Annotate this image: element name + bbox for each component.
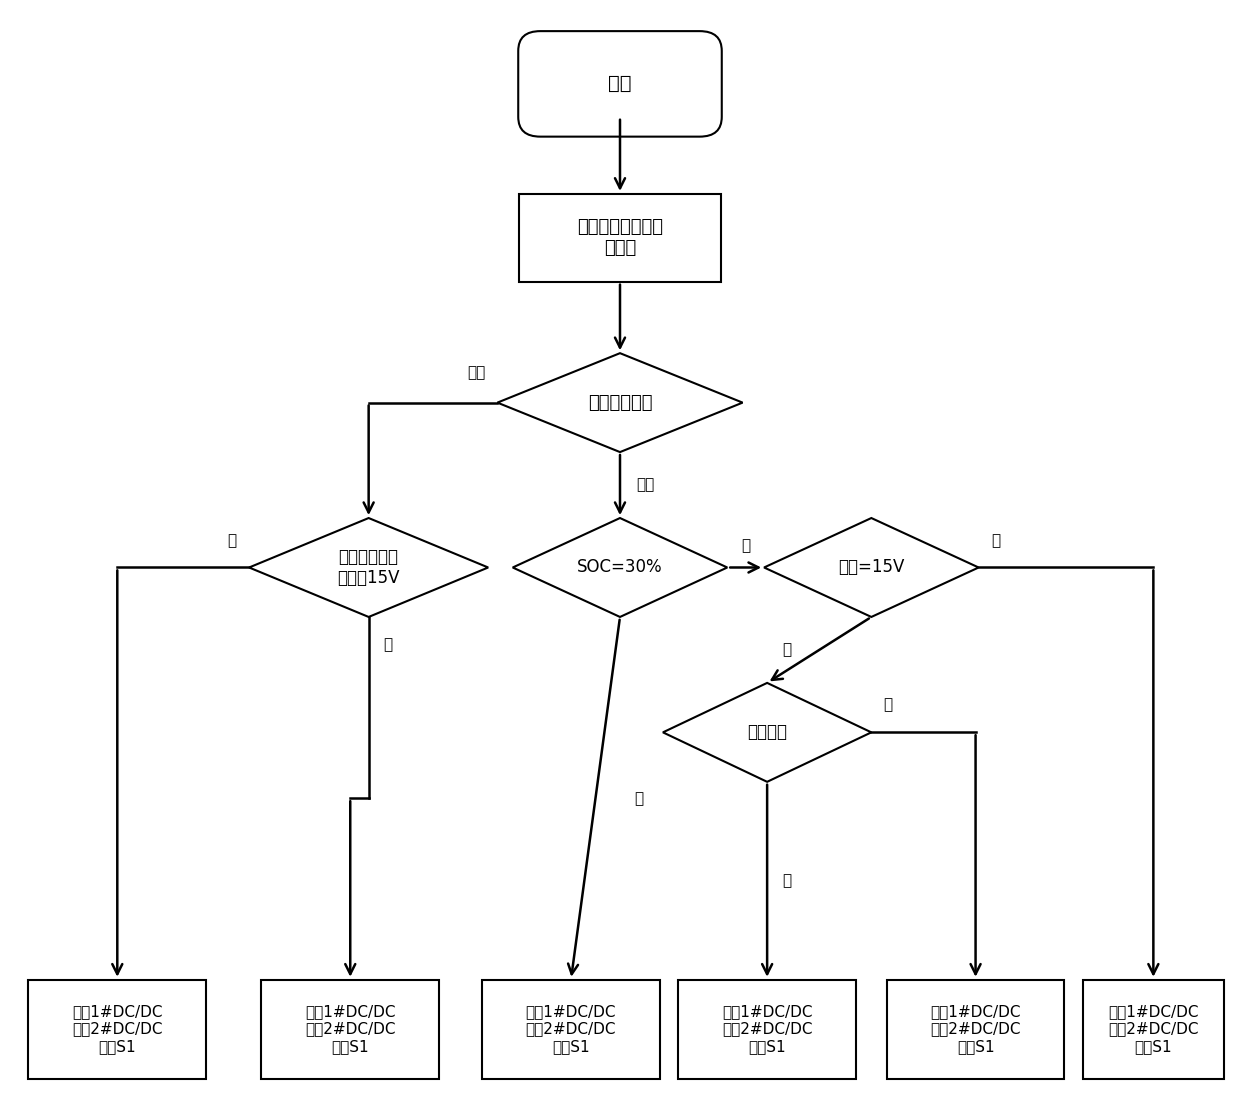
Text: 外部触发: 外部触发 <box>748 723 787 741</box>
Text: SOC=30%: SOC=30% <box>577 559 663 577</box>
FancyBboxPatch shape <box>518 31 722 137</box>
Text: 开启1#DC/DC
关闭2#DC/DC
关闭S1: 开启1#DC/DC 关闭2#DC/DC 关闭S1 <box>72 1004 162 1054</box>
Text: 实时监测超级电容
端电压: 实时监测超级电容 端电压 <box>577 218 663 257</box>
Text: 关闭1#DC/DC
开启2#DC/DC
开启S1: 关闭1#DC/DC 开启2#DC/DC 开启S1 <box>722 1004 812 1054</box>
Text: 开启1#DC/DC
关闭2#DC/DC
关闭S1: 开启1#DC/DC 关闭2#DC/DC 关闭S1 <box>526 1004 616 1054</box>
Polygon shape <box>663 683 872 781</box>
Polygon shape <box>497 353 743 452</box>
Text: 关闭1#DC/DC
关闭2#DC/DC
关闭S1: 关闭1#DC/DC 关闭2#DC/DC 关闭S1 <box>1109 1004 1199 1054</box>
Text: 上升: 上升 <box>467 366 485 381</box>
Text: 电压变化趋势: 电压变化趋势 <box>588 394 652 412</box>
Bar <box>482 979 660 1078</box>
Text: 下降: 下降 <box>636 477 655 493</box>
Text: 关闭1#DC/DC
关闭2#DC/DC
开启S1: 关闭1#DC/DC 关闭2#DC/DC 开启S1 <box>930 1004 1021 1054</box>
Text: 是: 是 <box>782 874 791 888</box>
Text: 电压=15V: 电压=15V <box>838 559 904 577</box>
Bar <box>29 979 206 1078</box>
Text: 是: 是 <box>782 642 791 658</box>
Text: 否: 否 <box>635 791 644 806</box>
Bar <box>1083 979 1224 1078</box>
Bar <box>887 979 1064 1078</box>
Bar <box>678 979 856 1078</box>
Text: 是: 是 <box>383 637 393 652</box>
Bar <box>262 979 439 1078</box>
Text: 关闭1#DC/DC
关闭2#DC/DC
关闭S1: 关闭1#DC/DC 关闭2#DC/DC 关闭S1 <box>305 1004 396 1054</box>
Bar <box>518 194 722 282</box>
Text: 否: 否 <box>884 698 893 712</box>
Text: 开始: 开始 <box>609 75 631 93</box>
Polygon shape <box>512 518 728 617</box>
Text: 否: 否 <box>228 533 237 548</box>
Text: 是: 是 <box>742 538 750 553</box>
Polygon shape <box>249 518 489 617</box>
Text: 否: 否 <box>991 533 999 548</box>
Polygon shape <box>764 518 978 617</box>
Text: 超级电容端电
压大于15V: 超级电容端电 压大于15V <box>337 548 399 587</box>
